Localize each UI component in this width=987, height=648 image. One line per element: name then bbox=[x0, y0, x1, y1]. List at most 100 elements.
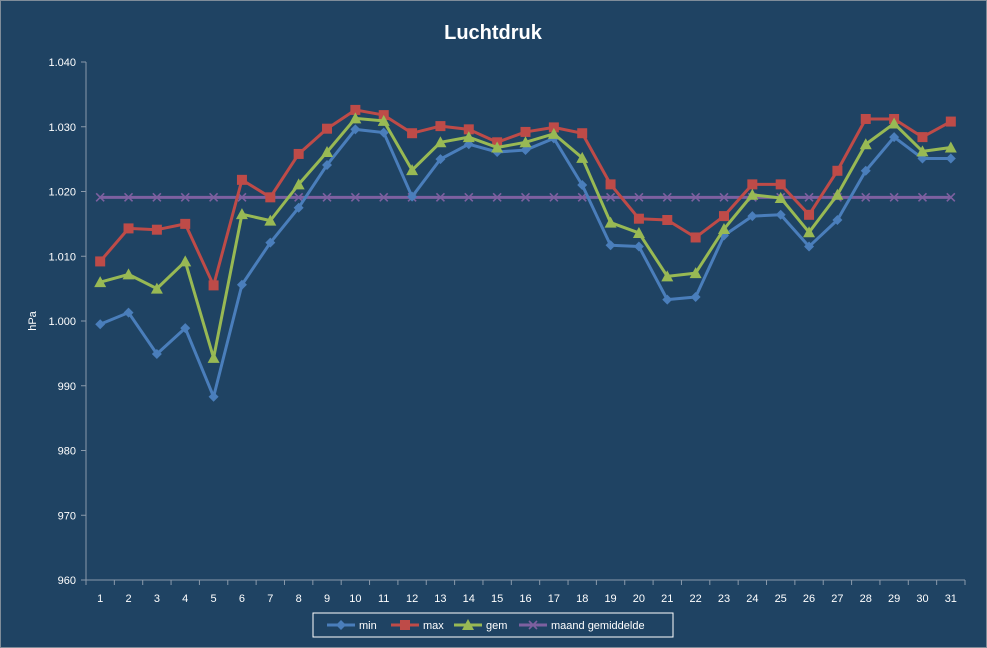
x-tick-label: 12 bbox=[406, 593, 418, 605]
x-marker-stroke bbox=[946, 192, 956, 202]
x-tick-label: 8 bbox=[296, 593, 302, 605]
y-axis-label: hPa bbox=[27, 310, 39, 330]
data-point-gem bbox=[774, 191, 787, 203]
x-marker-stroke bbox=[528, 620, 538, 630]
data-point-max bbox=[322, 123, 333, 134]
data-point-max bbox=[407, 128, 418, 139]
data-point-min bbox=[293, 202, 304, 213]
x-marker-stroke bbox=[123, 192, 134, 202]
x-tick-label: 2 bbox=[125, 593, 131, 605]
x-marker-stroke bbox=[379, 192, 389, 202]
data-point-gem bbox=[604, 216, 617, 228]
data-point-gem bbox=[916, 145, 929, 157]
data-point-maand-gemiddelde bbox=[322, 192, 332, 202]
data-point-min bbox=[265, 237, 276, 248]
data-point-gem bbox=[888, 117, 901, 129]
data-point-gem bbox=[292, 178, 305, 190]
data-point-min bbox=[775, 209, 786, 220]
data-point-max bbox=[208, 280, 219, 291]
data-point-maand-gemiddelde bbox=[435, 192, 446, 202]
x-marker-stroke bbox=[549, 192, 559, 202]
data-point-maand-gemiddelde bbox=[889, 192, 899, 202]
data-point-max bbox=[151, 224, 162, 235]
data-point-max bbox=[605, 179, 616, 190]
data-point-min bbox=[945, 153, 956, 164]
data-point-gem bbox=[661, 270, 674, 282]
y-tick-label: 970 bbox=[58, 510, 76, 522]
data-point-max bbox=[633, 213, 644, 224]
data-point-maand-gemiddelde bbox=[861, 192, 871, 202]
data-point-gem bbox=[264, 214, 277, 226]
data-point-maand-gemiddelde bbox=[577, 192, 587, 202]
x-tick-label: 1 bbox=[97, 593, 103, 605]
y-tick-label: 1.010 bbox=[48, 251, 76, 263]
x-marker-stroke bbox=[605, 192, 616, 202]
x-tick-label: 7 bbox=[267, 593, 273, 605]
legend-entry-gem: gem bbox=[454, 619, 507, 632]
x-marker-stroke bbox=[719, 192, 729, 202]
x-tick-label: 21 bbox=[661, 593, 673, 605]
data-point-min bbox=[605, 240, 616, 251]
data-point-max bbox=[917, 132, 928, 143]
data-point-max bbox=[293, 148, 304, 159]
data-point-max bbox=[945, 116, 956, 127]
x-marker-stroke bbox=[520, 192, 531, 202]
data-point-min bbox=[520, 145, 531, 156]
data-point-min bbox=[435, 154, 446, 165]
x-marker-stroke bbox=[209, 192, 219, 202]
x-marker-stroke bbox=[350, 192, 360, 202]
x-marker-stroke bbox=[662, 192, 672, 202]
data-point-min bbox=[633, 241, 644, 252]
data-point-min bbox=[832, 214, 843, 225]
x-marker-stroke bbox=[634, 192, 644, 202]
data-point-gem bbox=[717, 223, 730, 235]
data-point-gem bbox=[859, 138, 872, 150]
data-point-max bbox=[435, 121, 446, 132]
x-tick-label: 15 bbox=[491, 593, 503, 605]
legend-swatch-marker bbox=[528, 620, 538, 630]
x-tick-label: 14 bbox=[463, 593, 475, 605]
data-point-max bbox=[577, 128, 588, 139]
data-point-min bbox=[889, 132, 900, 143]
legend-label: maand gemiddelde bbox=[551, 620, 645, 632]
y-tick-label: 1.040 bbox=[48, 57, 76, 69]
x-tick-label: 16 bbox=[519, 593, 531, 605]
x-tick-label: 26 bbox=[803, 593, 815, 605]
data-point-max bbox=[95, 256, 106, 267]
data-point-max bbox=[463, 124, 474, 135]
y-tick-label: 1.000 bbox=[48, 316, 76, 328]
data-point-max bbox=[236, 174, 247, 185]
x-marker-stroke bbox=[917, 192, 928, 202]
series-min bbox=[95, 124, 956, 402]
data-point-maand-gemiddelde bbox=[917, 192, 928, 202]
data-point-max bbox=[860, 113, 871, 124]
data-point-maand-gemiddelde bbox=[634, 192, 644, 202]
data-point-maand-gemiddelde bbox=[209, 192, 219, 202]
x-tick-label: 18 bbox=[576, 593, 588, 605]
data-point-min bbox=[577, 180, 588, 191]
data-point-gem bbox=[632, 226, 645, 238]
data-point-min bbox=[378, 127, 389, 138]
data-point-min bbox=[95, 319, 106, 330]
x-tick-label: 10 bbox=[349, 593, 361, 605]
data-point-maand-gemiddelde bbox=[123, 192, 134, 202]
x-tick-label: 31 bbox=[945, 593, 957, 605]
x-tick-label: 9 bbox=[324, 593, 330, 605]
x-tick-label: 29 bbox=[888, 593, 900, 605]
legend-entry-min: min bbox=[327, 620, 377, 632]
x-marker-stroke bbox=[691, 192, 701, 202]
legend-swatch-marker bbox=[400, 620, 410, 630]
x-marker-stroke bbox=[804, 192, 814, 202]
series-line-min bbox=[99, 127, 951, 399]
x-tick-label: 19 bbox=[604, 593, 616, 605]
data-point-gem bbox=[122, 268, 135, 280]
data-point-gem bbox=[519, 136, 532, 148]
data-point-gem bbox=[831, 188, 844, 200]
data-point-max bbox=[718, 211, 729, 222]
data-point-max bbox=[804, 209, 815, 220]
x-tick-label: 4 bbox=[182, 593, 188, 605]
data-point-maand-gemiddelde bbox=[946, 192, 956, 202]
x-marker-stroke bbox=[237, 192, 247, 202]
data-point-max bbox=[832, 165, 843, 176]
